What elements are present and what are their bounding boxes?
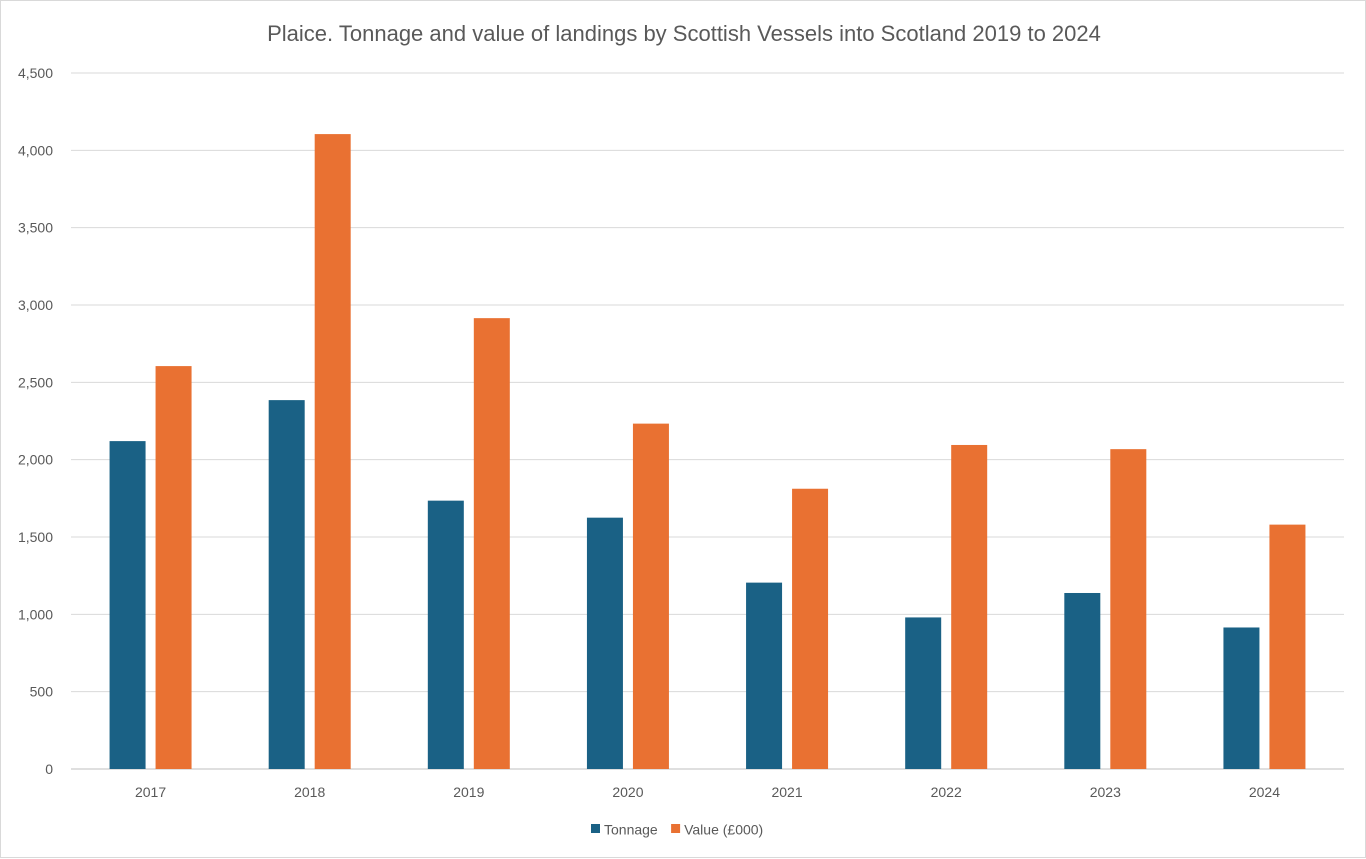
legend-label: Value (£000) — [684, 822, 763, 838]
y-tick-label: 4,500 — [18, 65, 53, 81]
bar-value-000-2022 — [951, 444, 988, 769]
bar-tonnage-2018 — [268, 400, 305, 769]
x-tick-label: 2023 — [1090, 784, 1121, 800]
y-tick-label: 500 — [30, 684, 54, 700]
bar-value-000-2021 — [792, 488, 829, 769]
bar-value-000-2023 — [1110, 449, 1147, 769]
x-tick-label: 2022 — [931, 784, 962, 800]
legend-swatch — [671, 824, 681, 833]
bar-value-000-2017 — [155, 366, 192, 769]
bar-value-000-2020 — [632, 423, 669, 769]
bar-tonnage-2023 — [1064, 592, 1101, 769]
y-tick-label: 2,500 — [18, 374, 53, 390]
y-tick-label: 1,000 — [18, 606, 53, 622]
x-tick-label: 2018 — [294, 784, 325, 800]
bar-tonnage-2024 — [1223, 627, 1260, 769]
x-tick-label: 2021 — [771, 784, 802, 800]
bar-tonnage-2022 — [905, 617, 942, 769]
y-tick-label: 4,000 — [18, 142, 53, 158]
x-tick-label: 2024 — [1249, 784, 1280, 800]
y-tick-label: 2,000 — [18, 452, 53, 468]
bar-value-000-2018 — [314, 134, 351, 770]
x-tick-label: 2017 — [135, 784, 166, 800]
y-tick-label: 0 — [45, 761, 53, 777]
y-tick-label: 3,500 — [18, 220, 53, 236]
bar-tonnage-2019 — [427, 500, 464, 769]
bars — [109, 134, 1306, 770]
x-tick-label: 2020 — [612, 784, 643, 800]
y-tick-label: 1,500 — [18, 529, 53, 545]
bar-tonnage-2017 — [109, 441, 146, 769]
y-axis-ticks: 0 500 1,000 1,500 2,000 2,500 3,000 3,500 4,000 4… — [18, 65, 53, 777]
bar-tonnage-2021 — [746, 582, 783, 769]
legend: Tonnage Value (£000) — [591, 822, 763, 838]
x-axis-ticks: 2017 2018 2019 2020 2021 2022 2023 2024 — [135, 784, 1280, 800]
gridlines — [71, 72, 1344, 770]
legend-label: Tonnage — [604, 822, 658, 838]
bar-value-000-2019 — [473, 318, 510, 769]
y-tick-label: 3,000 — [18, 297, 53, 313]
bar-tonnage-2020 — [586, 517, 623, 769]
x-tick-label: 2019 — [453, 784, 484, 800]
legend-swatch — [591, 824, 600, 833]
bar-value-000-2024 — [1269, 524, 1306, 769]
chart-title: Plaice. Tonnage and value of landings by… — [267, 21, 1101, 46]
